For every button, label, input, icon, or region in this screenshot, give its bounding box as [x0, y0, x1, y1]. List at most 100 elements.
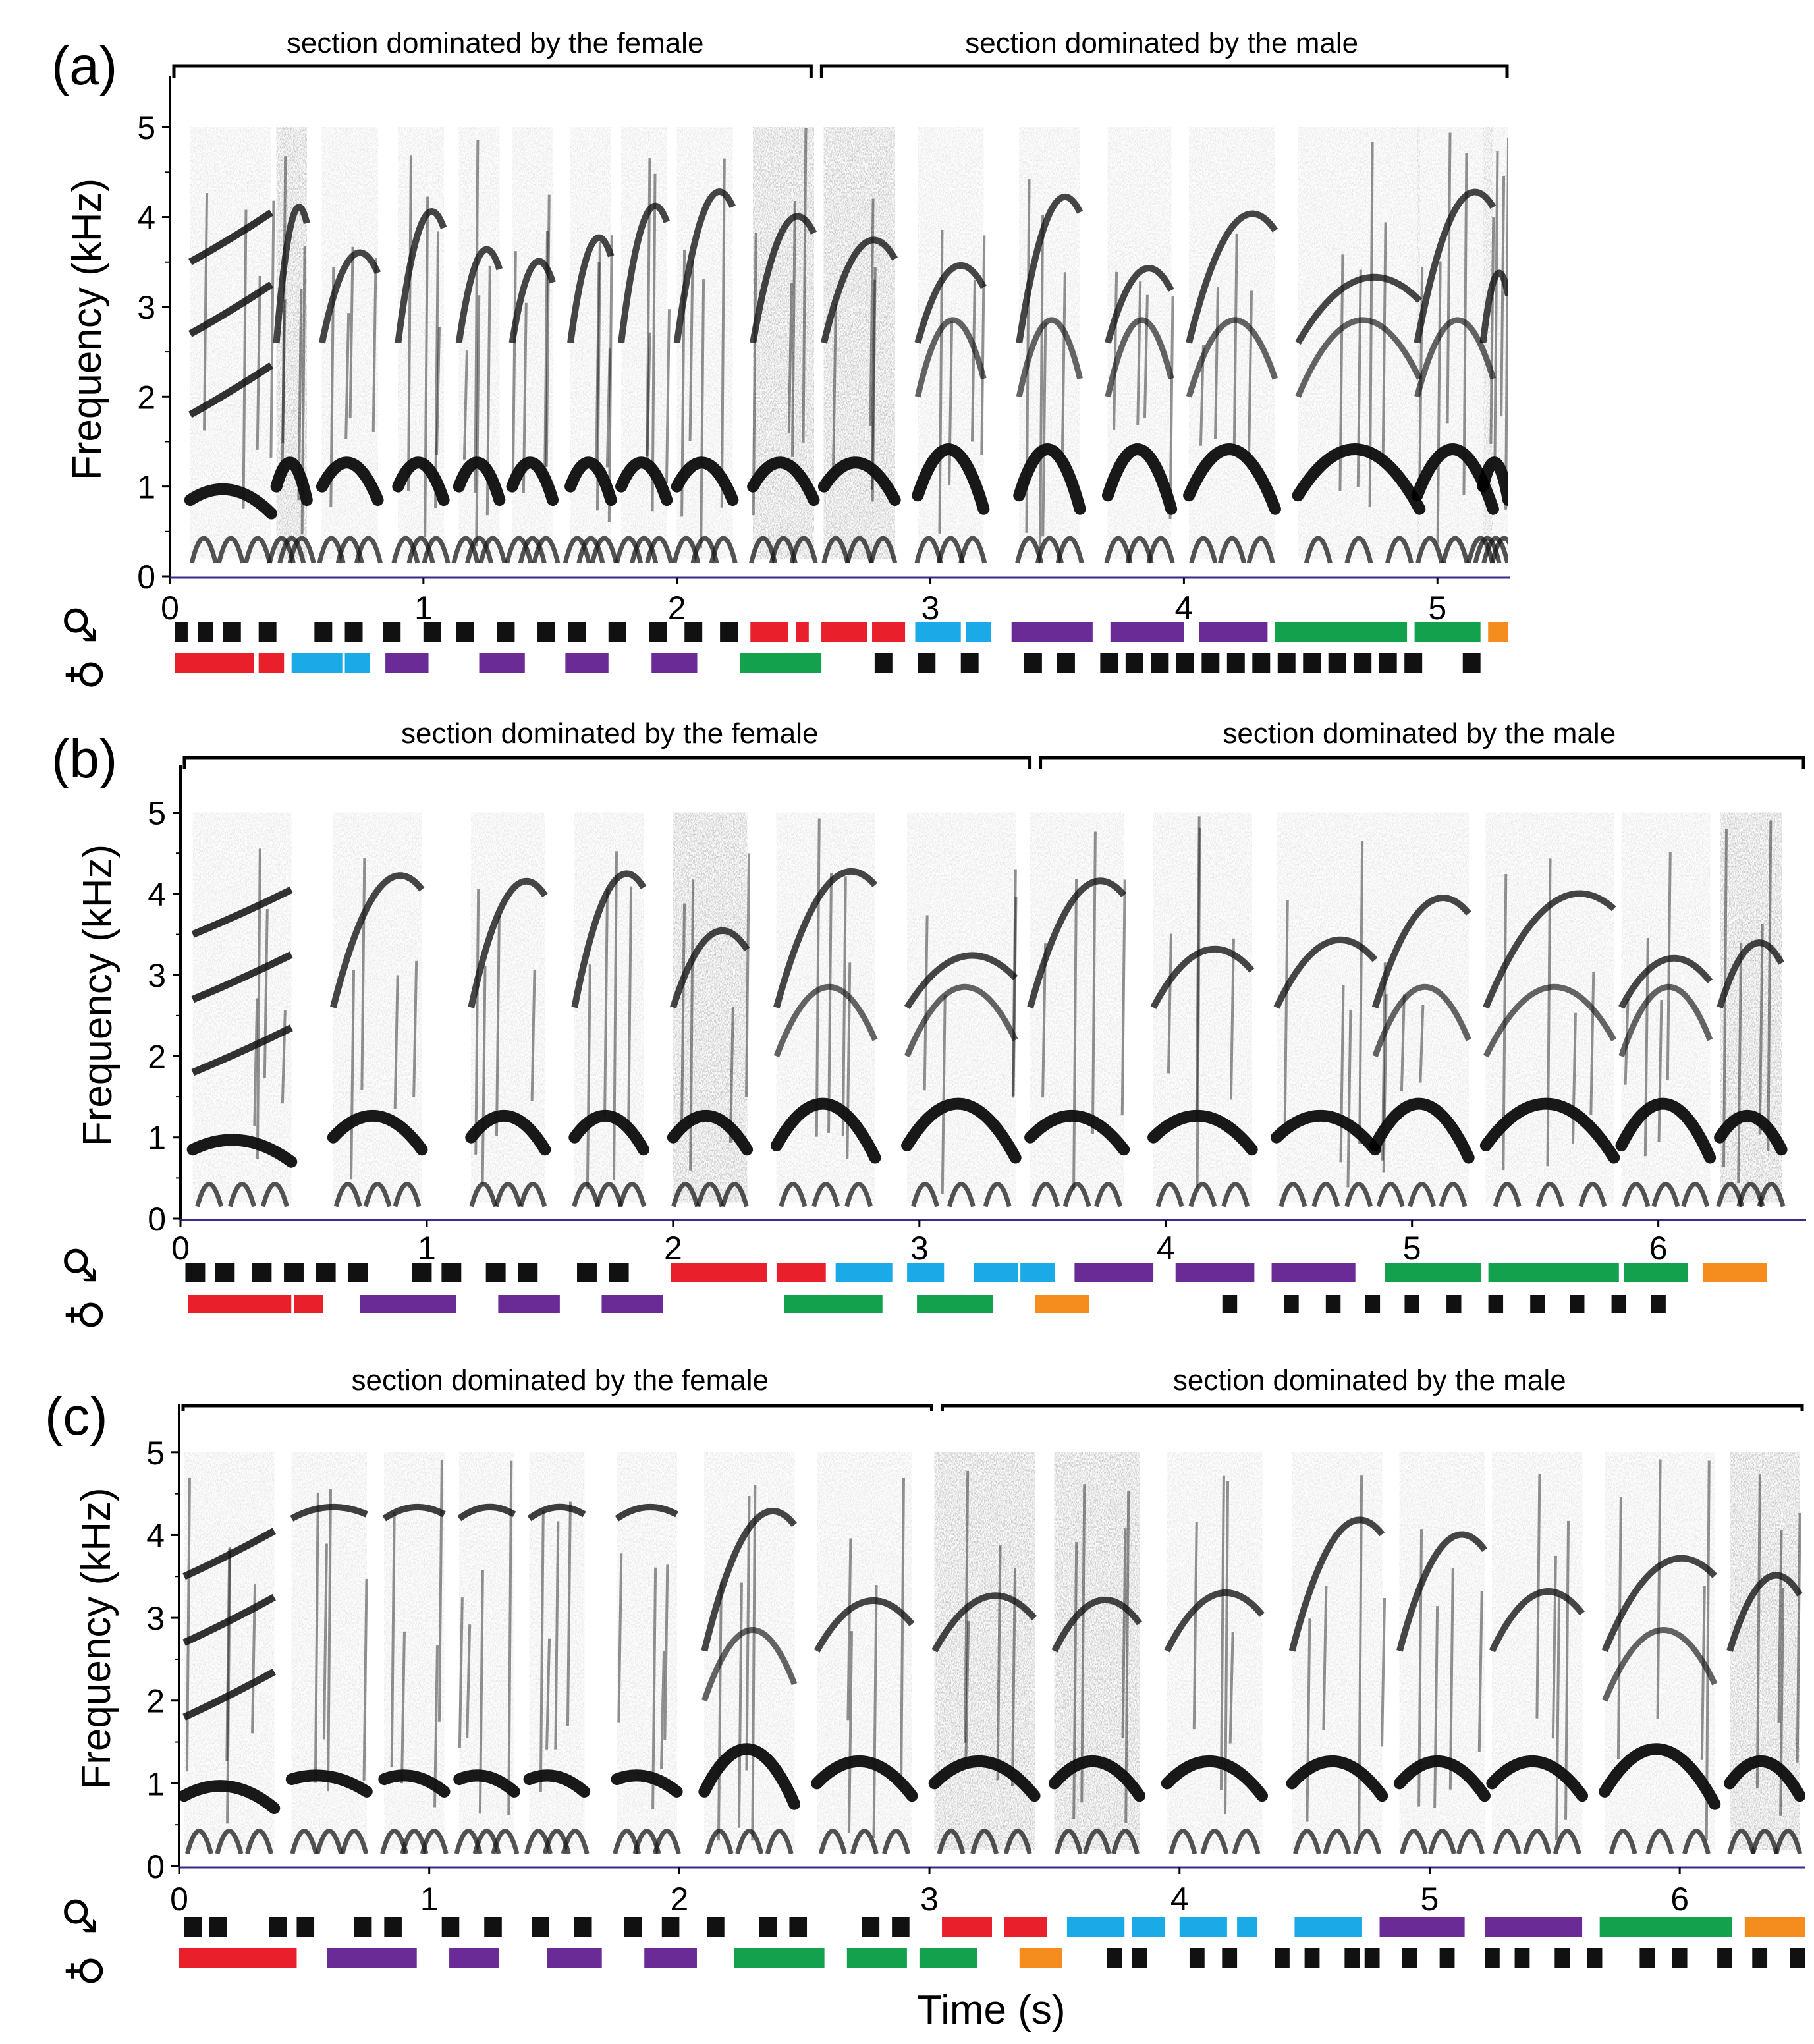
male-symbol: ♂ [54, 605, 105, 644]
x-tick-label: 4 [1174, 590, 1193, 626]
note-green [917, 1295, 993, 1313]
note-black [1252, 653, 1271, 673]
note-blue [966, 622, 991, 642]
note-black [577, 1263, 597, 1282]
note-black [1570, 1295, 1585, 1313]
note-black [1344, 1948, 1360, 1968]
y-tick-label: 2 [146, 1683, 165, 1720]
note-black [1189, 1948, 1205, 1968]
x-tick-label: 2 [668, 590, 686, 626]
note-black [269, 1917, 287, 1937]
male-notes-row [184, 1917, 1805, 1937]
note-black [918, 653, 936, 673]
syllable [1101, 127, 1178, 564]
note-black [862, 1917, 880, 1937]
note-blue [974, 1263, 1018, 1282]
note-black [1328, 653, 1346, 673]
y-axis-title: Frequency (kHz) [75, 844, 121, 1146]
note-black [185, 1263, 206, 1282]
x-tick-label: 4 [1157, 1230, 1175, 1267]
x-axis-title: Time (s) [918, 1987, 1066, 2033]
syllable [671, 127, 739, 564]
syllable [285, 1452, 373, 1855]
note-black [537, 622, 555, 642]
note-red [942, 1917, 992, 1937]
note-black [484, 1917, 502, 1937]
note-purple [1074, 1263, 1154, 1282]
note-purple [1110, 622, 1184, 642]
x-tick-label: 3 [921, 590, 940, 626]
note-black [960, 653, 979, 673]
note-black [1379, 653, 1397, 673]
syllable [184, 127, 277, 564]
syllable [179, 1452, 281, 1855]
syllable [1599, 1452, 1721, 1855]
x-tick-label: 6 [1649, 1230, 1668, 1267]
note-black [1439, 1948, 1455, 1968]
x-tick-label: 2 [670, 1881, 688, 1918]
note-black [1752, 1948, 1768, 1968]
note-black [1488, 1295, 1504, 1313]
female-section-bracket [172, 64, 813, 78]
note-red [179, 1948, 297, 1968]
note-blue [1237, 1917, 1257, 1937]
note-black [518, 1263, 538, 1282]
note-purple [601, 1295, 663, 1313]
panel-a: (a) section dominated by the female sectio… [51, 27, 1510, 690]
x-tick-label: 1 [418, 1230, 436, 1267]
syllable [667, 812, 754, 1207]
note-black [456, 622, 474, 642]
note-black [1277, 653, 1296, 673]
syllable [1286, 1452, 1388, 1855]
note-black [1365, 1295, 1381, 1313]
male-section-label: section dominated by the male [965, 27, 1358, 59]
note-orange [1035, 1295, 1089, 1313]
note-black [1107, 1948, 1122, 1968]
note-purple [327, 1948, 417, 1968]
note-black [532, 1917, 549, 1937]
female-section-label: section dominated by the female [401, 717, 819, 750]
note-black [720, 622, 738, 642]
note-black [223, 622, 241, 642]
note-black [1554, 1948, 1570, 1968]
syllable [1473, 127, 1508, 564]
syllable [465, 812, 551, 1207]
note-red [188, 1295, 292, 1313]
syllable [451, 127, 507, 564]
y-axis-title: Frequency (kHz) [74, 1487, 119, 1789]
syllable [817, 127, 901, 564]
syllable [928, 1452, 1041, 1855]
syllable [1615, 812, 1717, 1207]
note-purple [1271, 1263, 1356, 1282]
note-purple [1175, 1263, 1255, 1282]
syllable [770, 812, 881, 1207]
note-blue [907, 1263, 945, 1282]
syllable [1271, 812, 1381, 1207]
note-black [1717, 1948, 1732, 1968]
note-purple [547, 1948, 602, 1968]
x-tick-label: 1 [414, 590, 433, 626]
note-black [1404, 653, 1423, 673]
syllable [901, 812, 1022, 1207]
note-purple [1379, 1917, 1465, 1937]
note-blue [915, 622, 961, 642]
male-notes-row [175, 622, 1508, 642]
syllable [811, 1452, 918, 1855]
note-red [821, 622, 867, 642]
note-green [846, 1948, 907, 1968]
syllable [615, 127, 674, 564]
syllable [1024, 812, 1130, 1207]
note-black [258, 622, 277, 642]
note-blue [1132, 1917, 1165, 1937]
note-black [649, 622, 667, 642]
note-black [175, 622, 188, 642]
syllable [1292, 127, 1426, 564]
male-symbol: ♂ [54, 1245, 105, 1284]
panel-label: (b) [51, 729, 117, 789]
note-black [1446, 1295, 1462, 1313]
note-purple [1011, 622, 1093, 642]
male-section-label: section dominated by the male [1223, 717, 1616, 750]
x-tick-label: 6 [1670, 1881, 1689, 1918]
syllable [747, 127, 820, 564]
syllable [1724, 1452, 1805, 1855]
